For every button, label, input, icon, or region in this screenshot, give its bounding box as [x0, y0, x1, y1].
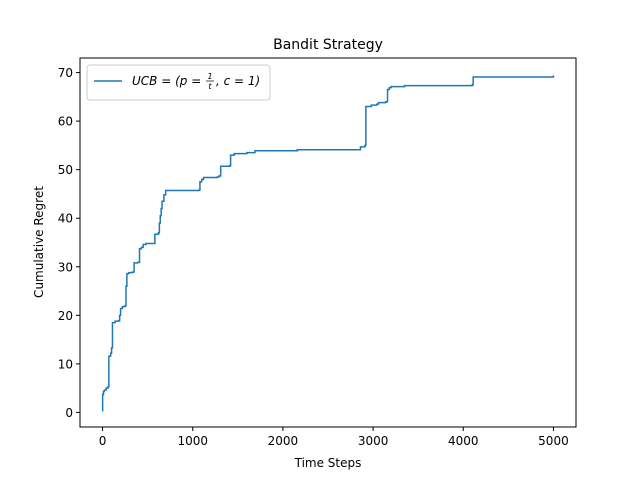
x-tick-label: 5000 — [538, 434, 569, 448]
plot-area — [101, 75, 555, 412]
legend-label-suffix: , c = 1) — [216, 74, 260, 88]
y-axis-label: Cumulative Regret — [32, 186, 46, 298]
axes-frame — [79, 57, 577, 428]
x-tick-label: 0 — [99, 434, 107, 448]
x-tick-label: 1000 — [177, 434, 208, 448]
legend: UCB = (p = 1 t , c = 1) — [86, 64, 271, 101]
x-tick-label: 2000 — [268, 434, 299, 448]
y-tick-label: 30 — [58, 260, 73, 274]
series-line — [101, 75, 555, 412]
legend-fraction-numerator: 1 — [207, 72, 212, 81]
y-tick-label: 40 — [58, 212, 73, 226]
legend-fraction-denominator: t — [208, 82, 212, 91]
x-axis: 0 1000 2000 3000 4000 5000 — [99, 427, 569, 448]
y-tick-label: 50 — [58, 163, 73, 177]
x-tick-label: 4000 — [448, 434, 479, 448]
y-tick-label: 70 — [58, 66, 73, 80]
y-tick-label: 20 — [58, 309, 73, 323]
legend-box — [86, 64, 271, 101]
x-axis-label: Time Steps — [294, 456, 362, 470]
legend-label-prefix: UCB = (p = — [132, 74, 201, 88]
y-tick-label: 0 — [65, 406, 73, 420]
y-tick-label: 60 — [58, 115, 73, 129]
x-tick-label: 3000 — [358, 434, 389, 448]
y-tick-label: 10 — [58, 357, 73, 371]
chart-title: Bandit Strategy — [273, 37, 383, 53]
y-axis: 0 10 20 30 40 50 60 70 — [58, 66, 80, 420]
